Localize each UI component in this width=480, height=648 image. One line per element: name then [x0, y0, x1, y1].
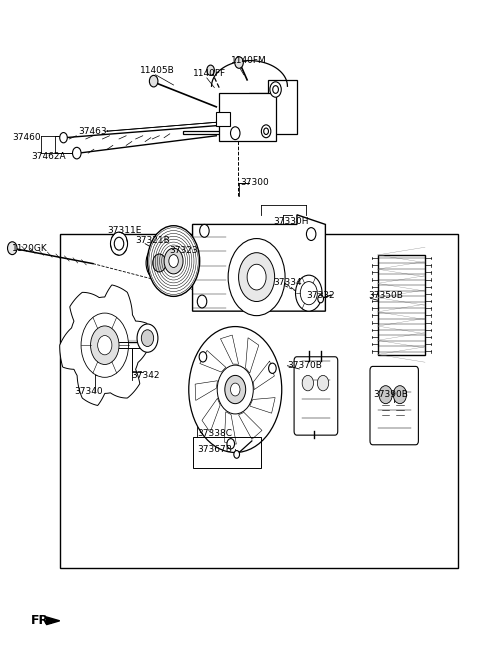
- Circle shape: [72, 147, 81, 159]
- Text: 37463: 37463: [79, 127, 108, 136]
- Polygon shape: [200, 351, 226, 372]
- Circle shape: [169, 255, 179, 268]
- Text: 1140FM: 1140FM: [230, 56, 266, 65]
- Polygon shape: [246, 338, 259, 373]
- Circle shape: [207, 65, 215, 75]
- Text: 37330H: 37330H: [273, 216, 309, 226]
- Circle shape: [296, 275, 322, 311]
- Circle shape: [146, 245, 173, 281]
- Text: 37390B: 37390B: [373, 390, 408, 399]
- Circle shape: [164, 248, 183, 274]
- Circle shape: [91, 326, 119, 364]
- Circle shape: [60, 133, 67, 143]
- Circle shape: [81, 313, 129, 377]
- Text: 37332: 37332: [306, 290, 335, 299]
- Text: 37367B: 37367B: [197, 445, 232, 454]
- Circle shape: [302, 375, 313, 391]
- Circle shape: [318, 295, 324, 303]
- Circle shape: [217, 365, 253, 414]
- Circle shape: [269, 363, 276, 373]
- Circle shape: [225, 375, 246, 404]
- Text: FR.: FR.: [31, 614, 54, 627]
- Bar: [219, 93, 276, 141]
- Circle shape: [261, 125, 271, 137]
- Text: 37338C: 37338C: [197, 429, 232, 437]
- Text: 37334: 37334: [273, 278, 302, 287]
- Circle shape: [270, 82, 281, 97]
- Bar: [216, 112, 229, 126]
- Circle shape: [97, 336, 112, 355]
- Circle shape: [114, 237, 124, 250]
- Text: 37350B: 37350B: [368, 290, 403, 299]
- Circle shape: [230, 127, 240, 139]
- Polygon shape: [192, 214, 325, 311]
- Circle shape: [149, 75, 158, 87]
- Circle shape: [228, 238, 285, 316]
- Circle shape: [264, 128, 268, 135]
- Polygon shape: [253, 361, 275, 389]
- Polygon shape: [224, 411, 236, 444]
- Circle shape: [247, 264, 266, 290]
- Circle shape: [393, 386, 407, 404]
- Circle shape: [234, 450, 240, 458]
- Text: 37342: 37342: [131, 371, 159, 380]
- Circle shape: [199, 352, 207, 362]
- Polygon shape: [195, 381, 217, 400]
- Bar: [378, 255, 425, 354]
- Circle shape: [200, 224, 209, 237]
- FancyBboxPatch shape: [294, 357, 338, 435]
- Circle shape: [273, 86, 278, 93]
- Circle shape: [8, 242, 17, 255]
- FancyBboxPatch shape: [370, 366, 419, 445]
- Circle shape: [137, 324, 158, 353]
- Text: 37462A: 37462A: [31, 152, 66, 161]
- Text: 1140FF: 1140FF: [192, 69, 226, 78]
- Text: 37300: 37300: [240, 178, 269, 187]
- Circle shape: [306, 227, 316, 240]
- Text: 37321B: 37321B: [136, 236, 170, 245]
- Text: 11405B: 11405B: [140, 65, 175, 75]
- Bar: [192, 437, 261, 468]
- Text: 37323: 37323: [169, 246, 197, 255]
- Polygon shape: [60, 285, 150, 406]
- Circle shape: [306, 295, 316, 308]
- Circle shape: [317, 375, 329, 391]
- Circle shape: [239, 253, 275, 301]
- Circle shape: [153, 254, 166, 272]
- Polygon shape: [202, 399, 220, 432]
- Circle shape: [147, 226, 200, 296]
- Circle shape: [235, 57, 243, 68]
- Circle shape: [189, 327, 282, 452]
- Circle shape: [379, 386, 392, 404]
- Polygon shape: [239, 412, 262, 439]
- Circle shape: [197, 295, 207, 308]
- Text: 37311E: 37311E: [107, 226, 142, 235]
- Text: 37370B: 37370B: [288, 361, 322, 370]
- Polygon shape: [183, 80, 297, 135]
- Text: 1120GK: 1120GK: [12, 244, 48, 253]
- Polygon shape: [220, 335, 239, 364]
- Circle shape: [230, 383, 240, 396]
- Polygon shape: [250, 398, 275, 413]
- Text: 37340: 37340: [74, 387, 103, 396]
- Circle shape: [110, 232, 128, 255]
- Bar: [60, 234, 458, 568]
- Circle shape: [227, 439, 235, 449]
- Text: 37460: 37460: [12, 133, 41, 142]
- Circle shape: [141, 330, 154, 347]
- Circle shape: [300, 282, 317, 305]
- Polygon shape: [47, 617, 60, 625]
